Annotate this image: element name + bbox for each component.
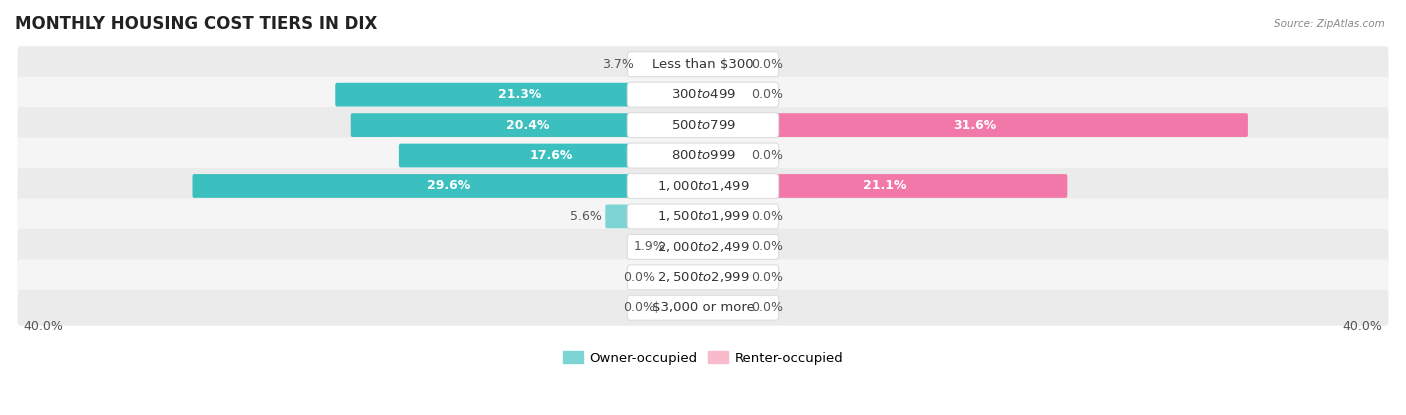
Text: $2,500 to $2,999: $2,500 to $2,999 bbox=[657, 270, 749, 284]
Text: 20.4%: 20.4% bbox=[506, 119, 550, 132]
FancyBboxPatch shape bbox=[627, 204, 779, 229]
FancyBboxPatch shape bbox=[350, 113, 704, 137]
FancyBboxPatch shape bbox=[18, 137, 1388, 173]
Text: $500 to $799: $500 to $799 bbox=[671, 119, 735, 132]
Text: 3.7%: 3.7% bbox=[602, 58, 634, 71]
FancyBboxPatch shape bbox=[18, 198, 1388, 234]
Text: 17.6%: 17.6% bbox=[530, 149, 574, 162]
FancyBboxPatch shape bbox=[669, 235, 704, 259]
FancyBboxPatch shape bbox=[18, 259, 1388, 295]
Text: $300 to $499: $300 to $499 bbox=[671, 88, 735, 101]
Text: Source: ZipAtlas.com: Source: ZipAtlas.com bbox=[1274, 19, 1385, 29]
FancyBboxPatch shape bbox=[627, 143, 779, 168]
FancyBboxPatch shape bbox=[18, 168, 1388, 204]
Text: 29.6%: 29.6% bbox=[427, 179, 470, 193]
Text: Less than $300: Less than $300 bbox=[652, 58, 754, 71]
FancyBboxPatch shape bbox=[702, 144, 748, 167]
Text: 0.0%: 0.0% bbox=[751, 271, 783, 284]
Text: 31.6%: 31.6% bbox=[953, 119, 997, 132]
FancyBboxPatch shape bbox=[658, 296, 704, 320]
Text: 0.0%: 0.0% bbox=[623, 271, 655, 284]
FancyBboxPatch shape bbox=[627, 234, 779, 259]
Text: $3,000 or more: $3,000 or more bbox=[651, 301, 755, 314]
Text: $1,000 to $1,499: $1,000 to $1,499 bbox=[657, 179, 749, 193]
Text: 0.0%: 0.0% bbox=[751, 240, 783, 253]
Text: 0.0%: 0.0% bbox=[623, 301, 655, 314]
FancyBboxPatch shape bbox=[627, 52, 779, 77]
Text: 0.0%: 0.0% bbox=[751, 58, 783, 71]
Text: $2,000 to $2,499: $2,000 to $2,499 bbox=[657, 240, 749, 254]
FancyBboxPatch shape bbox=[658, 266, 704, 289]
Text: 0.0%: 0.0% bbox=[751, 149, 783, 162]
Text: $1,500 to $1,999: $1,500 to $1,999 bbox=[657, 210, 749, 223]
FancyBboxPatch shape bbox=[18, 77, 1388, 112]
FancyBboxPatch shape bbox=[627, 82, 779, 107]
FancyBboxPatch shape bbox=[702, 113, 1249, 137]
FancyBboxPatch shape bbox=[702, 266, 748, 289]
Text: 1.9%: 1.9% bbox=[634, 240, 665, 253]
FancyBboxPatch shape bbox=[18, 46, 1388, 82]
FancyBboxPatch shape bbox=[18, 229, 1388, 265]
Text: 40.0%: 40.0% bbox=[1343, 320, 1382, 332]
Legend: Owner-occupied, Renter-occupied: Owner-occupied, Renter-occupied bbox=[558, 346, 848, 370]
FancyBboxPatch shape bbox=[399, 144, 704, 167]
Text: 0.0%: 0.0% bbox=[751, 88, 783, 101]
Text: MONTHLY HOUSING COST TIERS IN DIX: MONTHLY HOUSING COST TIERS IN DIX bbox=[15, 15, 377, 33]
FancyBboxPatch shape bbox=[627, 295, 779, 320]
FancyBboxPatch shape bbox=[18, 107, 1388, 143]
FancyBboxPatch shape bbox=[702, 83, 748, 107]
Text: 40.0%: 40.0% bbox=[24, 320, 63, 332]
FancyBboxPatch shape bbox=[702, 174, 1067, 198]
FancyBboxPatch shape bbox=[193, 174, 704, 198]
Text: 5.6%: 5.6% bbox=[569, 210, 602, 223]
Text: 0.0%: 0.0% bbox=[751, 210, 783, 223]
Text: $800 to $999: $800 to $999 bbox=[671, 149, 735, 162]
Text: 0.0%: 0.0% bbox=[751, 301, 783, 314]
FancyBboxPatch shape bbox=[702, 235, 748, 259]
Text: 21.1%: 21.1% bbox=[863, 179, 907, 193]
FancyBboxPatch shape bbox=[627, 112, 779, 137]
FancyBboxPatch shape bbox=[18, 290, 1388, 326]
FancyBboxPatch shape bbox=[702, 296, 748, 320]
FancyBboxPatch shape bbox=[335, 83, 704, 107]
FancyBboxPatch shape bbox=[702, 52, 748, 76]
FancyBboxPatch shape bbox=[627, 265, 779, 290]
FancyBboxPatch shape bbox=[638, 52, 704, 76]
Text: 21.3%: 21.3% bbox=[498, 88, 541, 101]
FancyBboxPatch shape bbox=[702, 205, 748, 228]
FancyBboxPatch shape bbox=[627, 173, 779, 198]
FancyBboxPatch shape bbox=[606, 205, 704, 228]
